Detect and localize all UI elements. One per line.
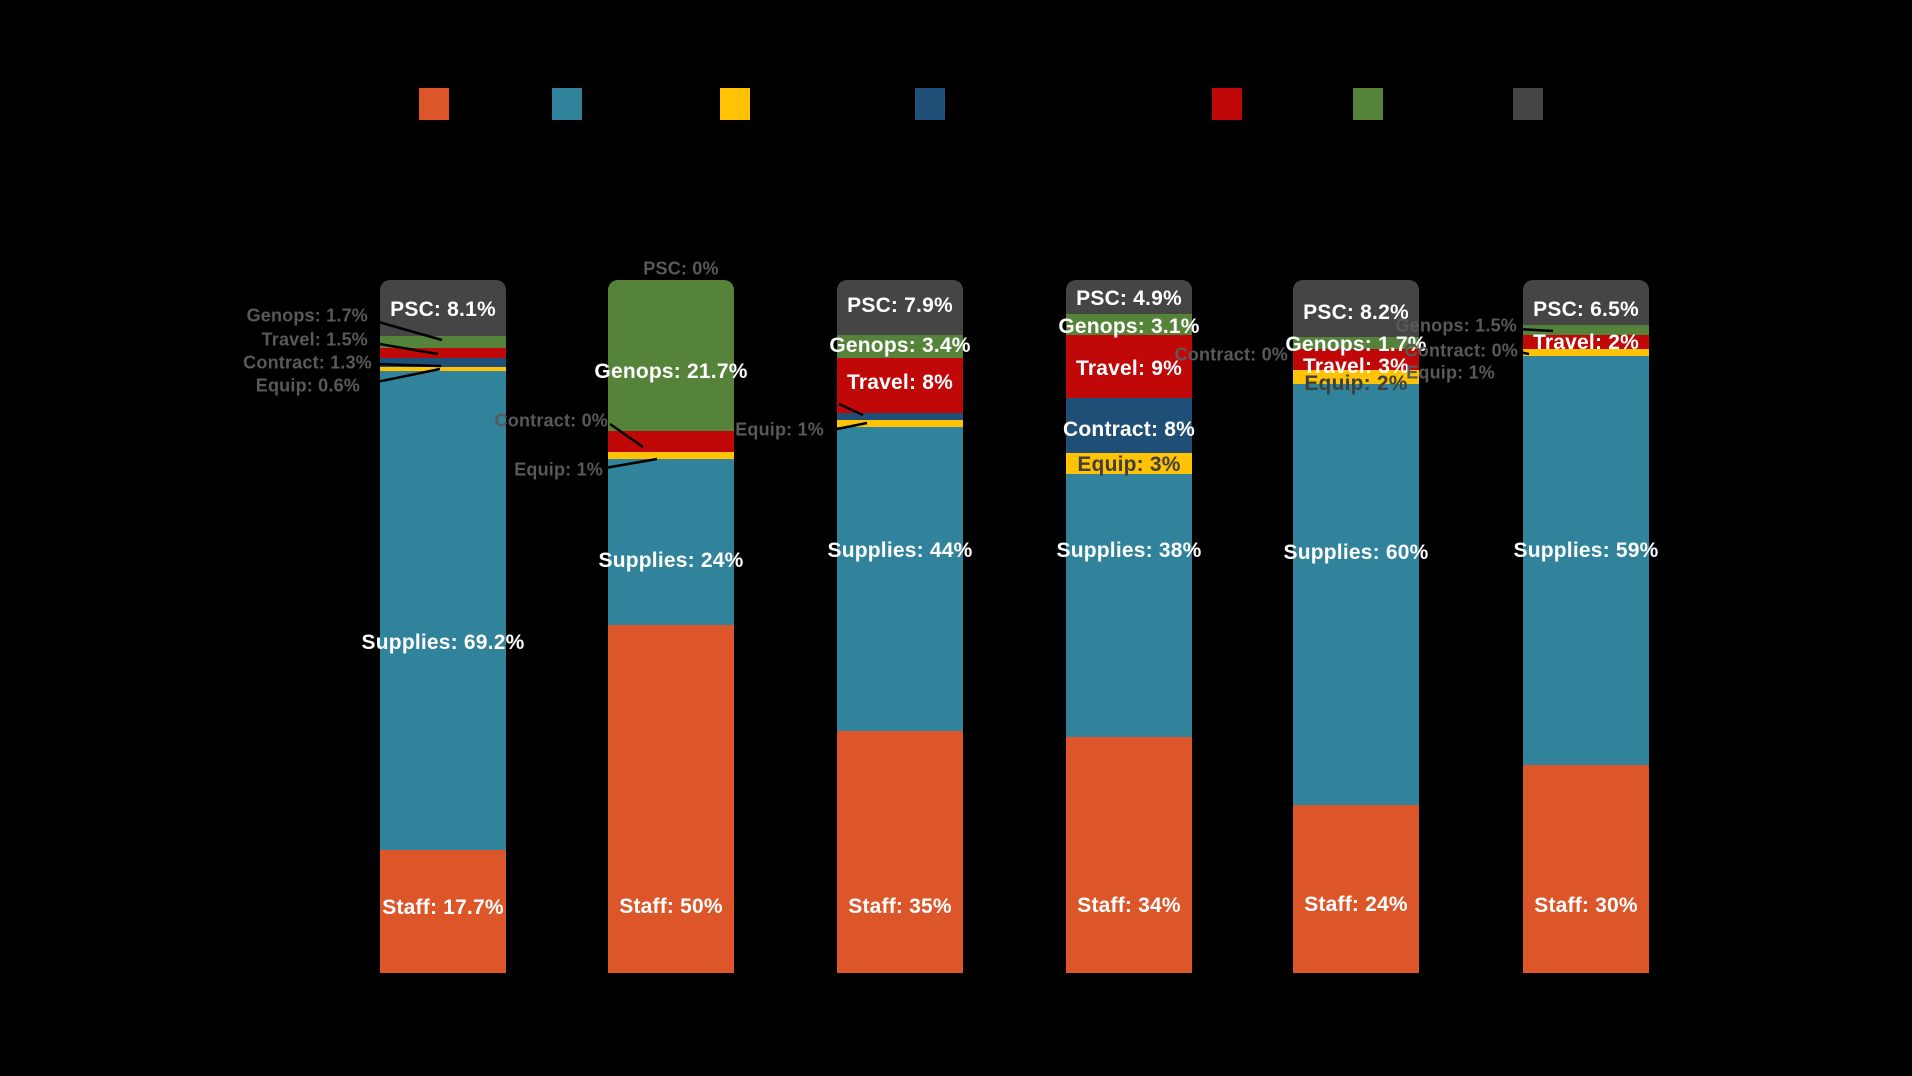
segment-label-supplies-bar-6: Supplies: 59% [1513, 539, 1659, 562]
legend-swatch-staff [419, 88, 449, 120]
segment-label-staff-bar-3: Staff: 35% [848, 895, 952, 918]
segment-label-genops-bar-5: Genops: 1.7% [1285, 333, 1427, 356]
segment-label-genops-bar-2: Genops: 21.7% [594, 360, 748, 383]
segment-label-travel-bar-3: Travel: 8% [847, 371, 953, 394]
segment-label-supplies-bar-3: Supplies: 44% [827, 539, 973, 562]
segment-label-supplies-bar-5: Supplies: 60% [1283, 541, 1429, 564]
outside-label-genops-bar-6: Genops: 1.5% [1395, 315, 1517, 336]
segment-staff-bar-4 [1066, 737, 1192, 973]
outside-label-contract-bar-2: Contract: 0% [494, 410, 608, 431]
segment-equip-bar-2 [608, 451, 734, 459]
segment-label-travel-bar-6: Travel: 2% [1533, 331, 1639, 354]
segment-supplies-bar-6 [1523, 356, 1649, 766]
segment-label-staff-bar-2: Staff: 50% [619, 895, 723, 918]
segment-genops-bar-3 [837, 334, 963, 359]
segment-travel-bar-1 [380, 347, 506, 359]
segment-staff-bar-3 [837, 731, 963, 973]
segment-contract-bar-1 [380, 358, 506, 368]
segment-label-psc-bar-1: PSC: 8.1% [390, 298, 496, 321]
outside-label-genops-bar-1: Genops: 1.7% [246, 305, 368, 326]
segment-equip-bar-4 [1066, 453, 1192, 474]
legend-swatch-equip [720, 88, 750, 120]
segment-staff-bar-5 [1293, 804, 1419, 973]
segment-contract-bar-3 [837, 413, 963, 421]
segment-genops-bar-4 [1066, 313, 1192, 336]
legend-swatch-genops [1353, 88, 1383, 120]
segment-label-genops-bar-3: Genops: 3.4% [829, 334, 971, 357]
segment-supplies-bar-2 [608, 458, 734, 626]
legend-swatch-psc [1513, 88, 1543, 120]
segment-label-travel-bar-5: Travel: 3% [1303, 355, 1409, 378]
segment-genops-bar-1 [380, 336, 506, 348]
outside-label-equip-bar-1: Equip: 0.6% [255, 375, 360, 396]
segment-label-psc-bar-6: PSC: 6.5% [1533, 298, 1639, 321]
segment-label-equip-bar-4: Equip: 3% [1077, 453, 1181, 476]
bar-group-1 [380, 280, 506, 973]
bar-group-6 [1523, 280, 1649, 973]
segment-psc-bar-5 [1293, 280, 1419, 338]
segment-label-psc-bar-3: PSC: 7.9% [847, 294, 953, 317]
segment-staff-bar-1 [380, 850, 506, 973]
segment-staff-bar-6 [1523, 765, 1649, 973]
legend-swatch-travel [1212, 88, 1242, 120]
outside-label-contract-bar-5: Contract: 0% [1174, 344, 1288, 365]
segment-equip-bar-1 [380, 367, 506, 372]
bar-group-2 [608, 280, 734, 973]
segment-supplies-bar-1 [380, 371, 506, 851]
segment-label-psc-bar-5: PSC: 8.2% [1303, 301, 1409, 324]
segment-genops-bar-5 [1293, 337, 1419, 350]
bar-group-4 [1066, 280, 1192, 973]
segment-label-psc-bar-4: PSC: 4.9% [1076, 287, 1182, 310]
segment-label-travel-bar-4: Travel: 9% [1076, 357, 1182, 380]
outside-label-psc-bar-2: PSC: 0% [643, 258, 719, 279]
segment-label-supplies-bar-4: Supplies: 38% [1056, 539, 1202, 562]
bar-group-5 [1293, 280, 1419, 973]
segment-supplies-bar-5 [1293, 384, 1419, 805]
segment-label-supplies-bar-2: Supplies: 24% [598, 549, 744, 572]
outside-label-equip-bar-6: Equip: 1% [1406, 362, 1495, 383]
outside-label-contract-bar-6: Contract: 0% [1404, 340, 1518, 361]
segment-genops-bar-2 [608, 280, 734, 431]
segment-label-supplies-bar-1: Supplies: 69.2% [361, 631, 525, 654]
segment-equip-bar-6 [1523, 349, 1649, 357]
segment-staff-bar-2 [608, 625, 734, 973]
segment-genops-bar-6 [1523, 325, 1649, 336]
segment-psc-bar-6 [1523, 280, 1649, 326]
legend-swatch-supplies [552, 88, 582, 120]
segment-label-equip-bar-5: Equip: 2% [1304, 372, 1408, 395]
segment-travel-bar-5 [1293, 349, 1419, 371]
bar-group-3 [837, 280, 963, 973]
segment-psc-bar-4 [1066, 280, 1192, 314]
segment-label-staff-bar-5: Staff: 24% [1304, 893, 1408, 916]
segment-travel-bar-4 [1066, 335, 1192, 398]
segment-supplies-bar-4 [1066, 474, 1192, 738]
segment-travel-bar-6 [1523, 335, 1649, 350]
segment-psc-bar-3 [837, 280, 963, 335]
segment-label-staff-bar-4: Staff: 34% [1077, 894, 1181, 917]
segment-label-genops-bar-4: Genops: 3.1% [1058, 315, 1200, 338]
segment-label-contract-bar-4: Contract: 8% [1063, 418, 1195, 441]
segment-equip-bar-3 [837, 420, 963, 428]
outside-label-contract-bar-1: Contract: 1.3% [243, 352, 372, 373]
outside-label-equip-bar-2: Equip: 1% [514, 459, 603, 480]
segment-label-staff-bar-6: Staff: 30% [1534, 894, 1638, 917]
segment-travel-bar-2 [608, 430, 734, 452]
segment-label-staff-bar-1: Staff: 17.7% [382, 896, 504, 919]
segment-supplies-bar-3 [837, 427, 963, 732]
outside-label-travel-bar-1: Travel: 1.5% [261, 329, 368, 350]
outside-label-equip-bar-3: Equip: 1% [735, 419, 824, 440]
segment-equip-bar-5 [1293, 370, 1419, 385]
segment-contract-bar-4 [1066, 397, 1192, 454]
legend-swatch-contract [915, 88, 945, 120]
